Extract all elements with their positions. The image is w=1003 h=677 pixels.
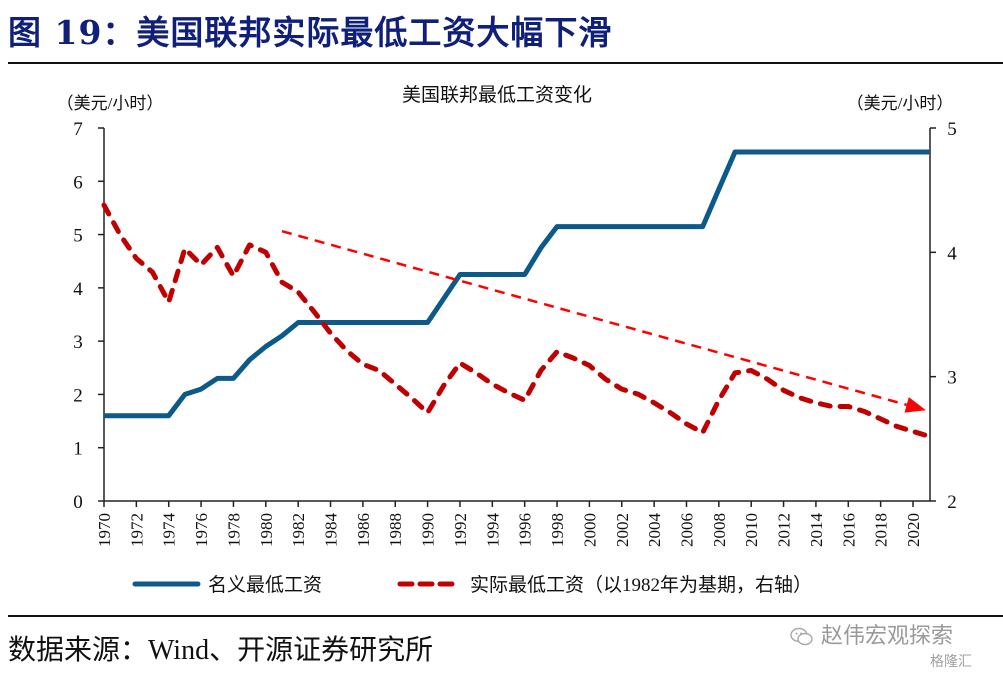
x-tick-label: 2010 — [742, 513, 761, 547]
source-note: 数据来源：Wind、开源证券研究所 — [8, 635, 434, 666]
y-left-tick-label: 6 — [73, 172, 83, 193]
watermark: 赵伟宏观探索 — [790, 618, 953, 650]
series-real-wage-line — [101, 202, 932, 439]
x-tick-label: 2004 — [645, 513, 664, 548]
x-tick-label: 2014 — [807, 513, 826, 548]
legend-label-nominal: 名义最低工资 — [208, 574, 322, 596]
x-tick-label: 1996 — [516, 513, 535, 547]
plot-area — [101, 149, 932, 439]
y-left-tick-label: 2 — [73, 385, 83, 406]
y-left-tick-label: 1 — [73, 439, 83, 460]
legend-label-real: 实际最低工资（以1982年为基期，右轴） — [470, 574, 812, 596]
series-nominal-wage-line — [104, 149, 930, 419]
x-tick-label: 2002 — [613, 513, 632, 547]
x-tick-label: 1974 — [160, 513, 179, 548]
y-left-tick-label: 5 — [73, 226, 83, 247]
top-rule — [8, 62, 1003, 64]
x-tick-label: 1990 — [419, 513, 438, 547]
x-tick-label: 1976 — [192, 513, 211, 547]
x-tick-label: 1988 — [386, 513, 405, 547]
x-tick-label: 1970 — [95, 513, 114, 547]
x-tick-label: 2018 — [872, 513, 891, 547]
x-tick-label: 2006 — [677, 513, 696, 547]
trend-arrow-line — [281, 229, 908, 407]
x-tick-label: 1994 — [483, 513, 502, 548]
bottom-rule — [8, 615, 1003, 617]
x-tick-label: 2020 — [904, 513, 923, 547]
y-left-tick-label: 3 — [73, 332, 83, 353]
y-left-tick-label: 4 — [73, 279, 83, 300]
y-axis-right-label: （美元/小时） — [847, 94, 954, 113]
trend-arrow-head — [904, 397, 926, 413]
legend: 名义最低工资 实际最低工资（以1982年为基期，右轴） — [132, 574, 812, 596]
chart-title: 美国联邦最低工资变化 — [402, 84, 592, 106]
y-left-tick-label: 0 — [73, 492, 83, 513]
x-tick-label: 1986 — [354, 513, 373, 547]
y-right-tick-label: 5 — [947, 119, 957, 140]
watermark-sub: 格隆汇 — [930, 654, 972, 670]
y-right-tick-label: 2 — [947, 492, 957, 513]
x-tick-label: 1992 — [451, 513, 470, 547]
x-tick-label: 1978 — [224, 513, 243, 547]
x-tick-label: 1980 — [257, 513, 276, 547]
y-axis-left-label: （美元/小时） — [57, 94, 164, 113]
x-tick-label: 2016 — [839, 513, 858, 547]
watermark-text: 赵伟宏观探索 — [821, 624, 954, 649]
x-tick-label: 2008 — [710, 513, 729, 547]
x-tick-label: 2012 — [775, 513, 794, 547]
x-tick-label: 2000 — [580, 513, 599, 547]
y-right-tick-label: 3 — [947, 368, 957, 389]
chart: 美国联邦最低工资变化 （美元/小时） （美元/小时） 0 1 2 3 4 5 6 7 2 3 4 5 1… — [57, 84, 958, 596]
figure-title: 图 19：美国联邦实际最低工资大幅下滑 — [8, 13, 613, 52]
y-right-tick-label: 4 — [947, 243, 957, 264]
wechat-icon — [790, 627, 813, 646]
axes: 0 1 2 3 4 5 6 7 2 3 4 5 1970 1972 1974 1976 1978 1980 1982… — [73, 119, 957, 547]
x-tick-label: 1982 — [289, 513, 308, 547]
x-tick-label: 1984 — [322, 513, 341, 548]
y-left-tick-label: 7 — [73, 119, 83, 140]
x-tick-label: 1998 — [548, 513, 567, 547]
x-tick-label: 1972 — [127, 513, 146, 547]
